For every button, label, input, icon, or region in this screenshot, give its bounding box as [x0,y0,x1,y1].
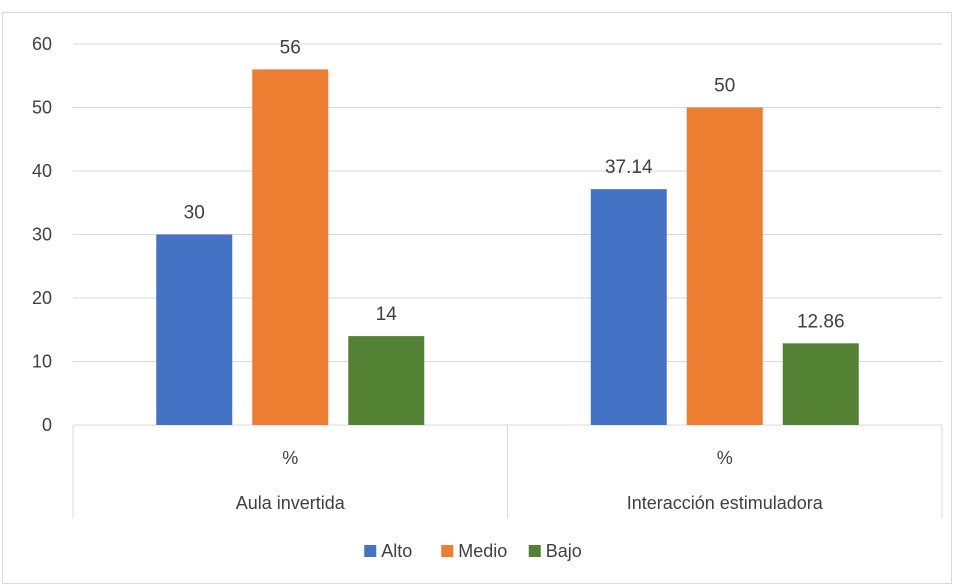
legend-label: Medio [458,541,507,561]
y-tick-label: 60 [32,34,52,54]
legend: Alto Medio Bajo [364,541,582,561]
data-label: 12.86 [797,311,845,332]
y-tick-label: 20 [32,288,52,308]
y-tick-label: 30 [32,225,52,245]
bar-medio [252,69,329,426]
category-axis: % Aula invertida% Interacción estimuladora [72,424,943,518]
bar-alto [156,234,233,425]
data-label: 50 [714,76,735,97]
y-tick-label: 0 [42,415,52,435]
bar-bajo [782,343,859,425]
data-labels: 30 56 14 37.14 50 12.86 [184,37,845,332]
legend-swatch-alto [364,545,377,557]
y-tick-label: 10 [32,352,52,372]
y-tick-label: 50 [32,98,52,118]
data-label: 30 [184,203,205,224]
category-sub-label: % [282,448,298,468]
legend-swatch-bajo [528,545,541,557]
bar-alto [590,189,667,425]
legend-swatch-medio [441,545,454,557]
category-sub-label: % [717,448,733,468]
data-label: 14 [376,304,398,325]
data-label: 37.14 [605,157,653,178]
data-label: 56 [280,37,301,58]
bar-bajo [348,336,425,425]
legend-label: Bajo [546,541,582,561]
legend-label: Alto [381,541,412,561]
y-tick-label: 40 [32,161,52,181]
bar-medio [686,107,763,425]
category-group-label: Interacción estimuladora [627,493,824,513]
category-group-label: Aula invertida [236,493,346,513]
bars [156,69,859,426]
